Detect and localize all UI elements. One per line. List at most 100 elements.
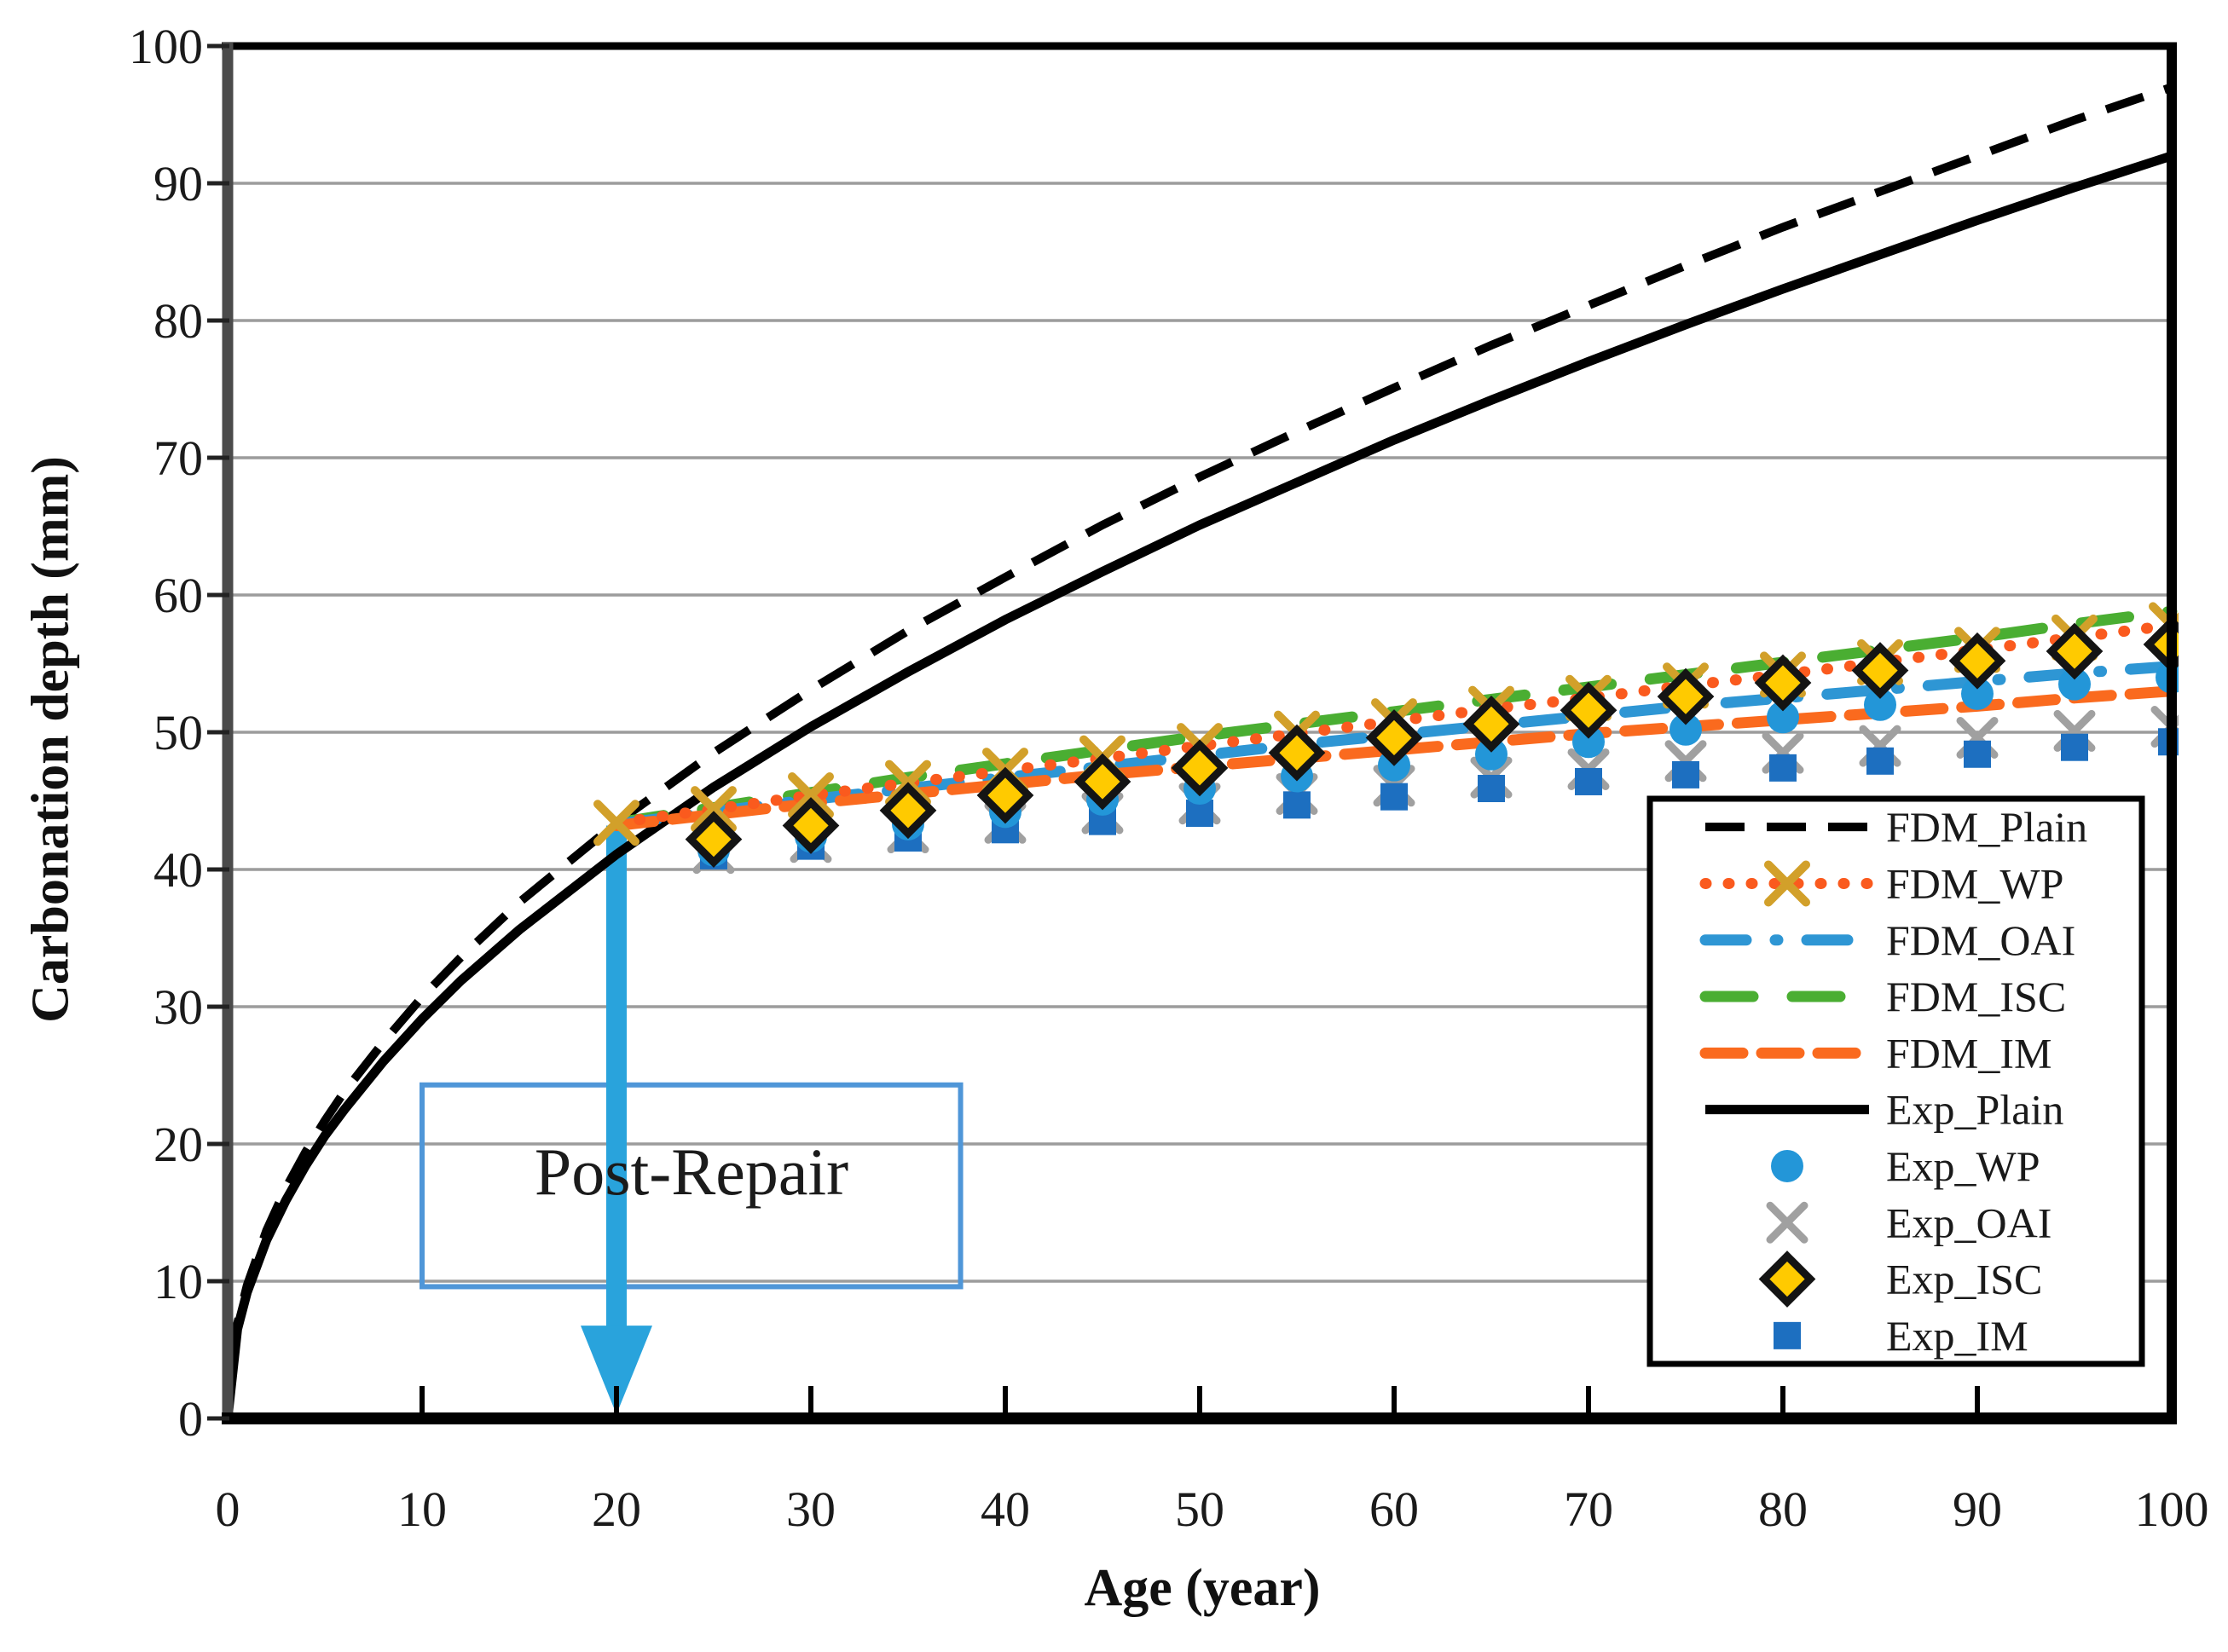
marker-Exp_WP	[1572, 725, 1605, 759]
series-FDM_Plain	[224, 83, 2173, 1419]
y-tick-label: 20	[153, 1117, 203, 1172]
post-repair-arrow	[581, 825, 652, 1415]
marker-Exp_WP	[1475, 737, 1508, 771]
x-tick-label: 0	[216, 1482, 240, 1537]
legend-label: FDM_IM	[1886, 1029, 2051, 1077]
legend-item-FDM_ISC: FDM_ISC	[1699, 973, 2066, 1020]
legend-label: Exp_WP	[1886, 1142, 2040, 1190]
legend-label: Exp_ISC	[1886, 1256, 2042, 1303]
series-layer	[224, 83, 2179, 1419]
y-tick-label: 30	[153, 979, 203, 1035]
x-axis-title: Age (year)	[1084, 1559, 1321, 1617]
y-tick-label: 40	[153, 842, 203, 898]
legend-sample-marker	[1774, 1321, 1801, 1349]
y-tick-label: 50	[153, 705, 203, 760]
marker-Exp_ISC	[1462, 695, 1520, 753]
x-tick-label: 100	[2135, 1482, 2209, 1537]
legend-label: Exp_OAI	[1886, 1199, 2051, 1246]
legend-item-Exp_OAI: Exp_OAI	[1766, 1199, 2051, 1246]
legend-label: FDM_OAI	[1886, 916, 2075, 964]
y-tick-label: 10	[153, 1254, 203, 1309]
legend-item-Exp_Plain: Exp_Plain	[1705, 1086, 2063, 1134]
y-axis-title: Carbonation depth (mm)	[21, 456, 80, 1023]
y-tick-label: 100	[129, 19, 203, 74]
marker-Exp_ISC	[1657, 667, 1715, 725]
marker-FDM_WP	[788, 772, 834, 819]
marker-Exp_ISC	[1754, 654, 1812, 712]
marker-Exp_IM	[1769, 754, 1797, 782]
marker-Exp_IM	[1866, 747, 1894, 775]
gridlines	[228, 182, 2172, 1283]
post-repair-annotation-label: Post-Repair	[534, 1135, 849, 1209]
post-repair-box	[420, 1082, 964, 1290]
marker-Exp_ISC	[1073, 753, 1131, 811]
y-tick-label: 0	[178, 1391, 203, 1447]
axis-ticks: 0 10 20 30 40 50 60 70 80 90 100 0 10 20 30 40 50 60 70 80 9…	[129, 19, 2209, 1537]
series-line	[224, 83, 2173, 1419]
legend-item-FDM_IM: FDM_IM	[1699, 1029, 2051, 1077]
marker-Exp_IM	[1283, 791, 1311, 819]
x-tick-label: 40	[981, 1482, 1030, 1537]
marker-Exp_WP	[1961, 677, 1994, 710]
legend-box	[1646, 795, 2145, 1367]
marker-Exp_IM	[1672, 760, 1699, 788]
marker-Exp_ISC	[1560, 681, 1617, 739]
marker-Exp_IM	[2061, 733, 2088, 761]
y-tick-label: 60	[153, 568, 203, 623]
legend-label: Exp_IM	[1886, 1312, 2028, 1360]
marker-Exp_ISC	[1268, 724, 1326, 782]
legend-label: FDM_Plain	[1886, 803, 2087, 851]
marker-Exp_IM	[1380, 783, 1408, 811]
x-tick-label: 50	[1175, 1482, 1224, 1537]
legend-item-Exp_WP: Exp_WP	[1771, 1142, 2040, 1190]
legend-item-FDM_WP: FDM_WP	[1699, 859, 2063, 907]
marker-Exp_IM	[1478, 775, 1505, 803]
marker-Exp_IM	[1575, 767, 1602, 795]
marker-Exp_ISC	[1851, 642, 1909, 699]
series-Exp_Plain	[224, 151, 2173, 1419]
legend-item-FDM_OAI: FDM_OAI	[1699, 916, 2075, 964]
marker-Exp_ISC	[1948, 632, 2006, 690]
series-FDM_IM	[611, 685, 2178, 831]
legend-label: FDM_ISC	[1886, 973, 2066, 1020]
y-tick-label: 80	[153, 293, 203, 349]
legend-item-Exp_IM: Exp_IM	[1774, 1312, 2028, 1360]
marker-Exp_ISC	[1171, 739, 1229, 797]
series-line	[224, 151, 2173, 1419]
x-tick-label: 90	[1953, 1482, 2002, 1537]
marker-Exp_ISC	[1365, 709, 1423, 766]
marker-FDM_WP	[691, 786, 737, 833]
legend-sample-marker	[1758, 1251, 1816, 1308]
y-tick-label: 70	[153, 430, 203, 486]
legend-item-Exp_ISC: Exp_ISC	[1758, 1251, 2042, 1308]
legend: FDM_Plain FDM_WP FDM_OAI FDM_ISC FDM_IM Exp_P…	[1646, 795, 2145, 1367]
legend-sample-marker	[1764, 860, 1810, 907]
marker-Exp_ISC	[685, 811, 743, 868]
x-tick-label: 20	[592, 1482, 641, 1537]
x-tick-label: 70	[1564, 1482, 1613, 1537]
plot-borders	[222, 42, 2177, 1424]
legend-item-FDM_Plain: FDM_Plain	[1705, 803, 2087, 851]
x-tick-label: 10	[397, 1482, 447, 1537]
marker-Exp_ISC	[879, 782, 937, 840]
marker-Exp_WP	[1864, 688, 1896, 721]
marker-Exp_ISC	[2046, 622, 2104, 680]
legend-sample-marker	[1766, 1201, 1808, 1244]
marker-Exp_WP	[2058, 667, 2091, 701]
marker-Exp_ISC	[782, 797, 840, 854]
series-line	[611, 685, 2178, 831]
legend-label: Exp_Plain	[1886, 1086, 2063, 1134]
series-Exp_ISC	[685, 615, 2179, 868]
marker-Exp_WP	[1767, 701, 1799, 734]
marker-Exp_WP	[1670, 713, 1702, 746]
legend-label: FDM_WP	[1886, 859, 2063, 907]
marker-Exp_IM	[1964, 740, 1991, 768]
x-tick-label: 30	[786, 1482, 836, 1537]
marker-Exp_ISC	[976, 766, 1034, 824]
marker-FDM_WP	[593, 800, 639, 846]
x-tick-label: 80	[1758, 1482, 1808, 1537]
y-tick-label: 90	[153, 156, 203, 211]
x-tick-label: 60	[1369, 1482, 1419, 1537]
